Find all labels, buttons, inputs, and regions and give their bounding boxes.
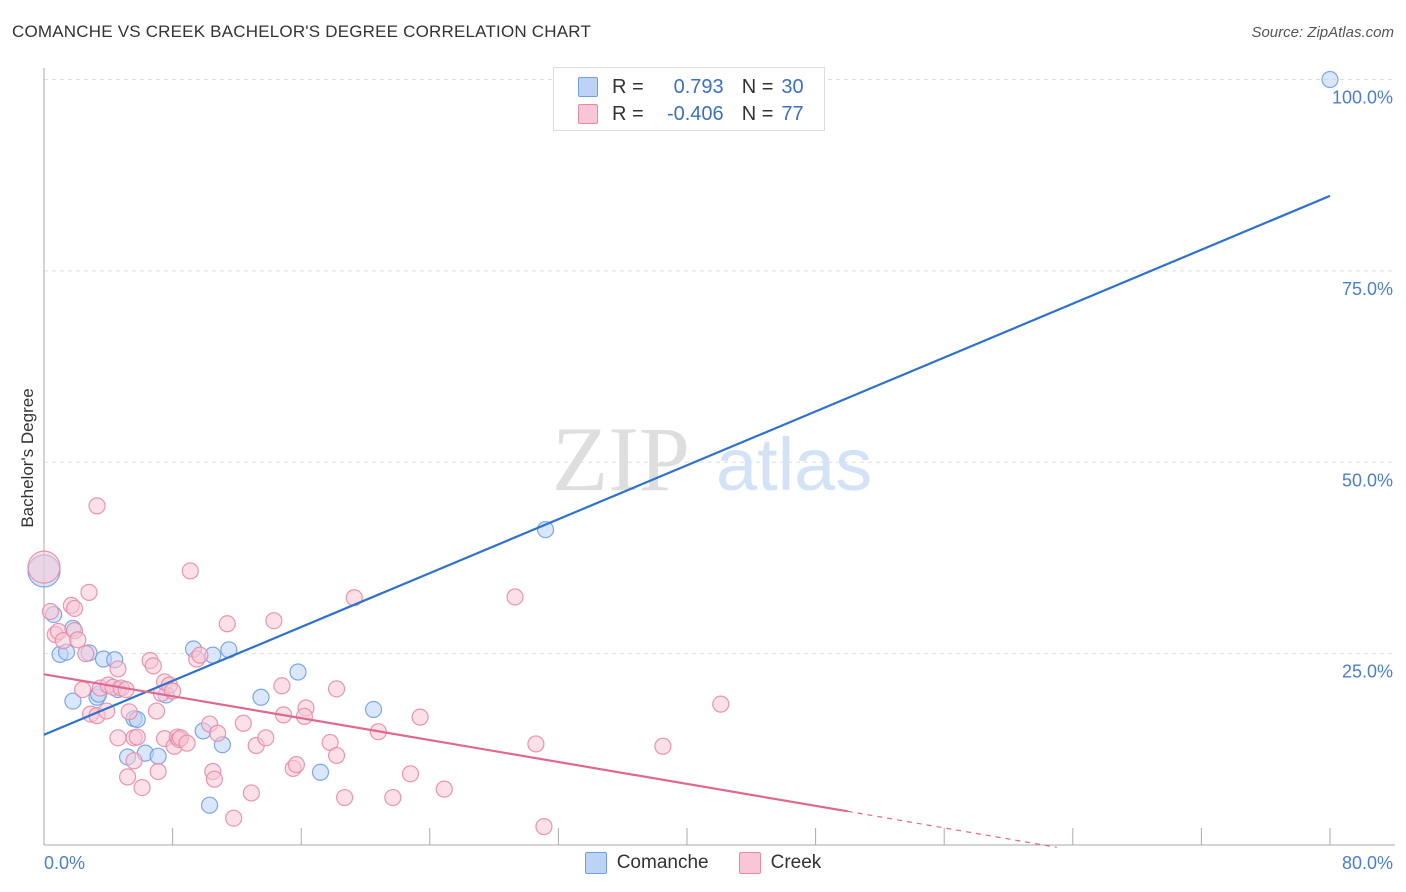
legend-n-value-creek: 77 [781,102,804,125]
creek-point [118,768,137,786]
series-swatch-creek [738,852,761,874]
creek-point [41,602,60,621]
creek-point [133,778,151,797]
correlation-legend: R = 0.793 N = 30 R = -0.406 N = 77 [553,67,825,131]
creek-point [191,646,209,664]
creek-point [88,497,106,515]
series-name-creek: Creek [770,852,822,873]
source-label: Source: ZipAtlas.com [1251,24,1394,41]
creek-point [69,631,87,649]
creek-point [287,756,305,774]
creek-point [234,714,252,732]
creek-point [80,583,98,601]
y-tick-label: 50.0% [1342,470,1393,490]
creek-point [435,780,453,798]
legend-n-label: N = [741,102,774,125]
series-legend-creek[interactable]: Creek [738,852,822,874]
chart-title: COMANCHE VS CREEK BACHELOR'S DEGREE CORR… [12,22,592,41]
axes-layer [43,68,1395,846]
creek-point [178,734,196,752]
series-legend: Comanche Creek [0,852,1406,874]
legend-row-creek: R = -0.406 N = 77 [578,103,804,125]
creek-point [257,729,275,747]
creek-point [65,599,84,618]
x-tick-label: 0.0% [44,853,85,873]
y-tick-label: 25.0% [1342,662,1393,682]
legend-swatch-comanche [578,77,598,97]
legend-r-label: R = [612,75,644,98]
watermark: ZIP atlas [552,408,872,510]
creek-point [205,770,223,788]
creek-point [527,735,545,753]
creek-point [225,809,243,827]
watermark-zip: ZIP [552,408,690,510]
creek-point [218,615,236,633]
creek-point [109,660,127,678]
legend-r-label: R = [612,102,644,125]
creek-point [149,762,167,781]
creek-point [128,728,146,746]
creek-point [401,765,420,783]
trend-layer [43,194,1331,848]
watermark-atlas: atlas [716,423,872,506]
creek-trend-extension [847,810,1057,848]
y-tick-label: 100.0% [1332,88,1393,108]
creek-point [273,677,291,695]
legend-r-value-creek: -0.406 [666,102,724,125]
creek-point [120,703,138,721]
comanche-point [289,663,307,681]
creek-point [535,818,553,836]
creek-point [336,788,354,807]
legend-n-label: N = [741,75,774,98]
tick-labels: 25.0% 50.0% 75.0% 100.0% 0.0% 80.0% [44,88,1393,874]
legend-row-comanche: R = 0.793 N = 30 [578,76,804,98]
comanche-point [252,688,270,706]
creek-point [654,737,672,755]
comanche-point [1321,70,1339,89]
grid-layer [44,79,1395,655]
creek-point [181,562,199,580]
creek-point [125,752,143,770]
y-axis-label: Bachelor's Degree [18,388,37,528]
creek-point [265,612,283,630]
creek-point [506,588,524,606]
y-tick-label: 75.0% [1342,279,1393,299]
comanche-point [64,692,82,710]
comanche-point [149,747,167,765]
comanche-point [200,796,219,814]
legend-swatch-creek [578,104,598,124]
creek-point [411,708,429,726]
creek-point [327,746,346,765]
creek-point [384,788,402,807]
creek-point [144,657,162,675]
legend-r-value-comanche: 0.793 [673,75,724,98]
series-swatch-comanche [584,852,607,874]
comanche-trend-line [43,194,1331,736]
series-legend-comanche[interactable]: Comanche [584,852,709,874]
creek-point [147,702,166,720]
creek-point [327,680,346,698]
legend-n-value-comanche: 30 [781,75,804,98]
creek-point [242,784,260,802]
creek-point [27,550,61,584]
x-tick-label: 80.0% [1342,853,1393,873]
creek-point [73,681,92,699]
creek-point [209,724,227,742]
comanche-point [364,700,383,719]
creek-point [109,729,127,747]
creek-point [295,707,314,725]
creek-trend-line [43,673,848,813]
comanche-point [311,763,330,781]
creek-point [712,695,730,713]
series-name-comanche: Comanche [616,852,709,873]
creek-point [77,645,95,663]
